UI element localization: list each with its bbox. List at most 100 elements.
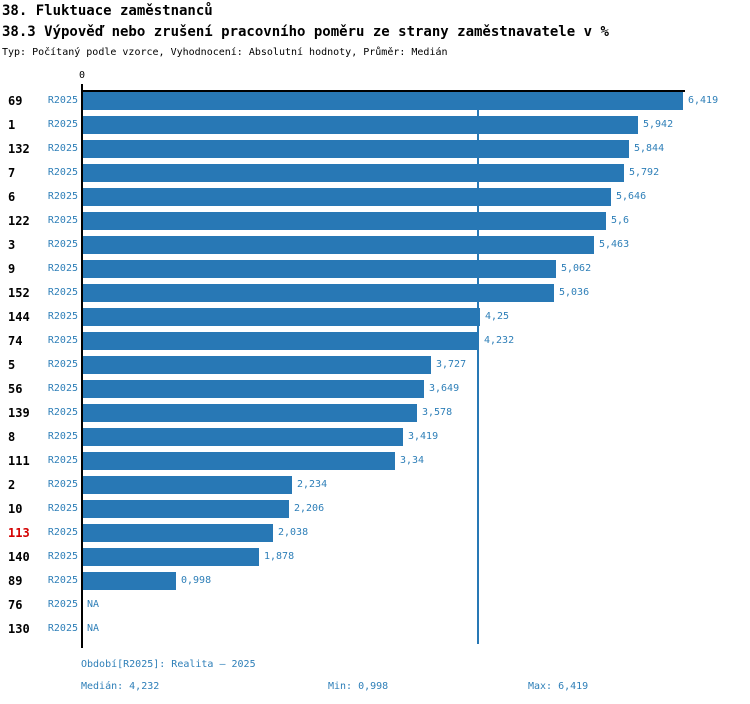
row-period-label: R2025 — [47, 191, 78, 202]
median-line — [477, 92, 479, 644]
bar — [83, 380, 424, 398]
axis-zero-tick-label: 0 — [78, 70, 86, 81]
row-id-label: 76 — [8, 598, 23, 612]
row-period-label: R2025 — [47, 359, 78, 370]
row-period-label: R2025 — [47, 95, 78, 106]
row-id-label: 152 — [8, 286, 30, 300]
bar — [83, 236, 594, 254]
row-id-label: 3 — [8, 238, 16, 252]
bar-value-label: 5,062 — [561, 263, 592, 274]
min-stat: Min: 0,998 — [328, 681, 389, 692]
row-id-label: 140 — [8, 550, 30, 564]
row-id-label: 9 — [8, 262, 16, 276]
y-axis-line — [81, 90, 83, 648]
bar — [83, 404, 417, 422]
row-period-label: R2025 — [47, 119, 78, 130]
row-id-label: 2 — [8, 478, 16, 492]
bar — [83, 164, 624, 182]
row-id-label: 56 — [8, 382, 23, 396]
bar — [83, 500, 289, 518]
bar-value-label: 1,878 — [264, 551, 295, 562]
row-id-label: 5 — [8, 358, 16, 372]
row-id-label: 139 — [8, 406, 30, 420]
row-period-label: R2025 — [47, 431, 78, 442]
row-period-label: R2025 — [47, 335, 78, 346]
bar-value-label: 3,578 — [422, 407, 453, 418]
row-period-label: R2025 — [47, 455, 78, 466]
bar-value-label: NA — [87, 599, 100, 610]
row-period-label: R2025 — [47, 383, 78, 394]
row-id-label: 111 — [8, 454, 30, 468]
bar — [83, 212, 606, 230]
axis-zero-tick — [81, 84, 83, 90]
bar-value-label: 4,25 — [485, 311, 510, 322]
bar — [83, 284, 554, 302]
row-period-label: R2025 — [47, 575, 78, 586]
row-id-label: 122 — [8, 214, 30, 228]
bar-value-label: 5,942 — [643, 119, 674, 130]
bar — [83, 308, 480, 326]
row-period-label: R2025 — [47, 239, 78, 250]
bar-value-label: 3,419 — [408, 431, 439, 442]
bar — [83, 140, 629, 158]
bar-value-label: 2,206 — [294, 503, 325, 514]
bar — [83, 92, 683, 110]
row-id-label: 144 — [8, 310, 30, 324]
row-id-label: 113 — [8, 526, 30, 540]
row-period-label: R2025 — [47, 503, 78, 514]
row-period-label: R2025 — [47, 287, 78, 298]
report-subtitle: 38.3 Výpověď nebo zrušení pracovního pom… — [2, 24, 609, 40]
bar — [83, 260, 556, 278]
x-axis-line — [81, 90, 685, 92]
row-period-label: R2025 — [47, 143, 78, 154]
row-id-label: 69 — [8, 94, 23, 108]
row-id-label: 132 — [8, 142, 30, 156]
row-id-label: 130 — [8, 622, 30, 636]
bar-value-label: 3,34 — [400, 455, 425, 466]
row-period-label: R2025 — [47, 623, 78, 634]
median-stat: Medián: 4,232 — [81, 681, 160, 692]
bar-value-label: 4,232 — [484, 335, 515, 346]
row-period-label: R2025 — [47, 167, 78, 178]
row-period-label: R2025 — [47, 599, 78, 610]
row-period-label: R2025 — [47, 551, 78, 562]
row-period-label: R2025 — [47, 215, 78, 226]
row-period-label: R2025 — [47, 263, 78, 274]
bar-value-label: 2,234 — [297, 479, 328, 490]
bar-value-label: 5,646 — [616, 191, 647, 202]
bar-value-label: 2,038 — [278, 527, 309, 538]
row-period-label: R2025 — [47, 479, 78, 490]
bar — [83, 452, 395, 470]
row-period-label: R2025 — [47, 407, 78, 418]
row-id-label: 6 — [8, 190, 16, 204]
bar-value-label: 5,463 — [599, 239, 630, 250]
report-title: 38. Fluktuace zaměstnanců — [2, 3, 213, 19]
bar — [83, 476, 292, 494]
row-period-label: R2025 — [47, 311, 78, 322]
row-id-label: 10 — [8, 502, 23, 516]
bar-value-label: 5,844 — [634, 143, 665, 154]
bar-value-label: 5,036 — [559, 287, 590, 298]
bar — [83, 428, 403, 446]
report-meta-line: Typ: Počítaný podle vzorce, Vyhodnocení:… — [2, 47, 448, 58]
row-id-label: 74 — [8, 334, 23, 348]
row-id-label: 1 — [8, 118, 16, 132]
bar — [83, 116, 638, 134]
bar-value-label: 5,6 — [611, 215, 630, 226]
bar — [83, 524, 273, 542]
max-stat: Max: 6,419 — [528, 681, 589, 692]
bar-value-label: 3,727 — [436, 359, 467, 370]
bar — [83, 332, 479, 350]
bar — [83, 356, 431, 374]
row-id-label: 89 — [8, 574, 23, 588]
row-id-label: 8 — [8, 430, 16, 444]
bar — [83, 548, 259, 566]
bar-value-label: 6,419 — [688, 95, 719, 106]
bar — [83, 572, 176, 590]
row-id-label: 7 — [8, 166, 16, 180]
period-legend: Období[R2025]: Realita – 2025 — [81, 659, 256, 670]
bar — [83, 188, 611, 206]
bar-value-label: NA — [87, 623, 100, 634]
bar-value-label: 0,998 — [181, 575, 212, 586]
